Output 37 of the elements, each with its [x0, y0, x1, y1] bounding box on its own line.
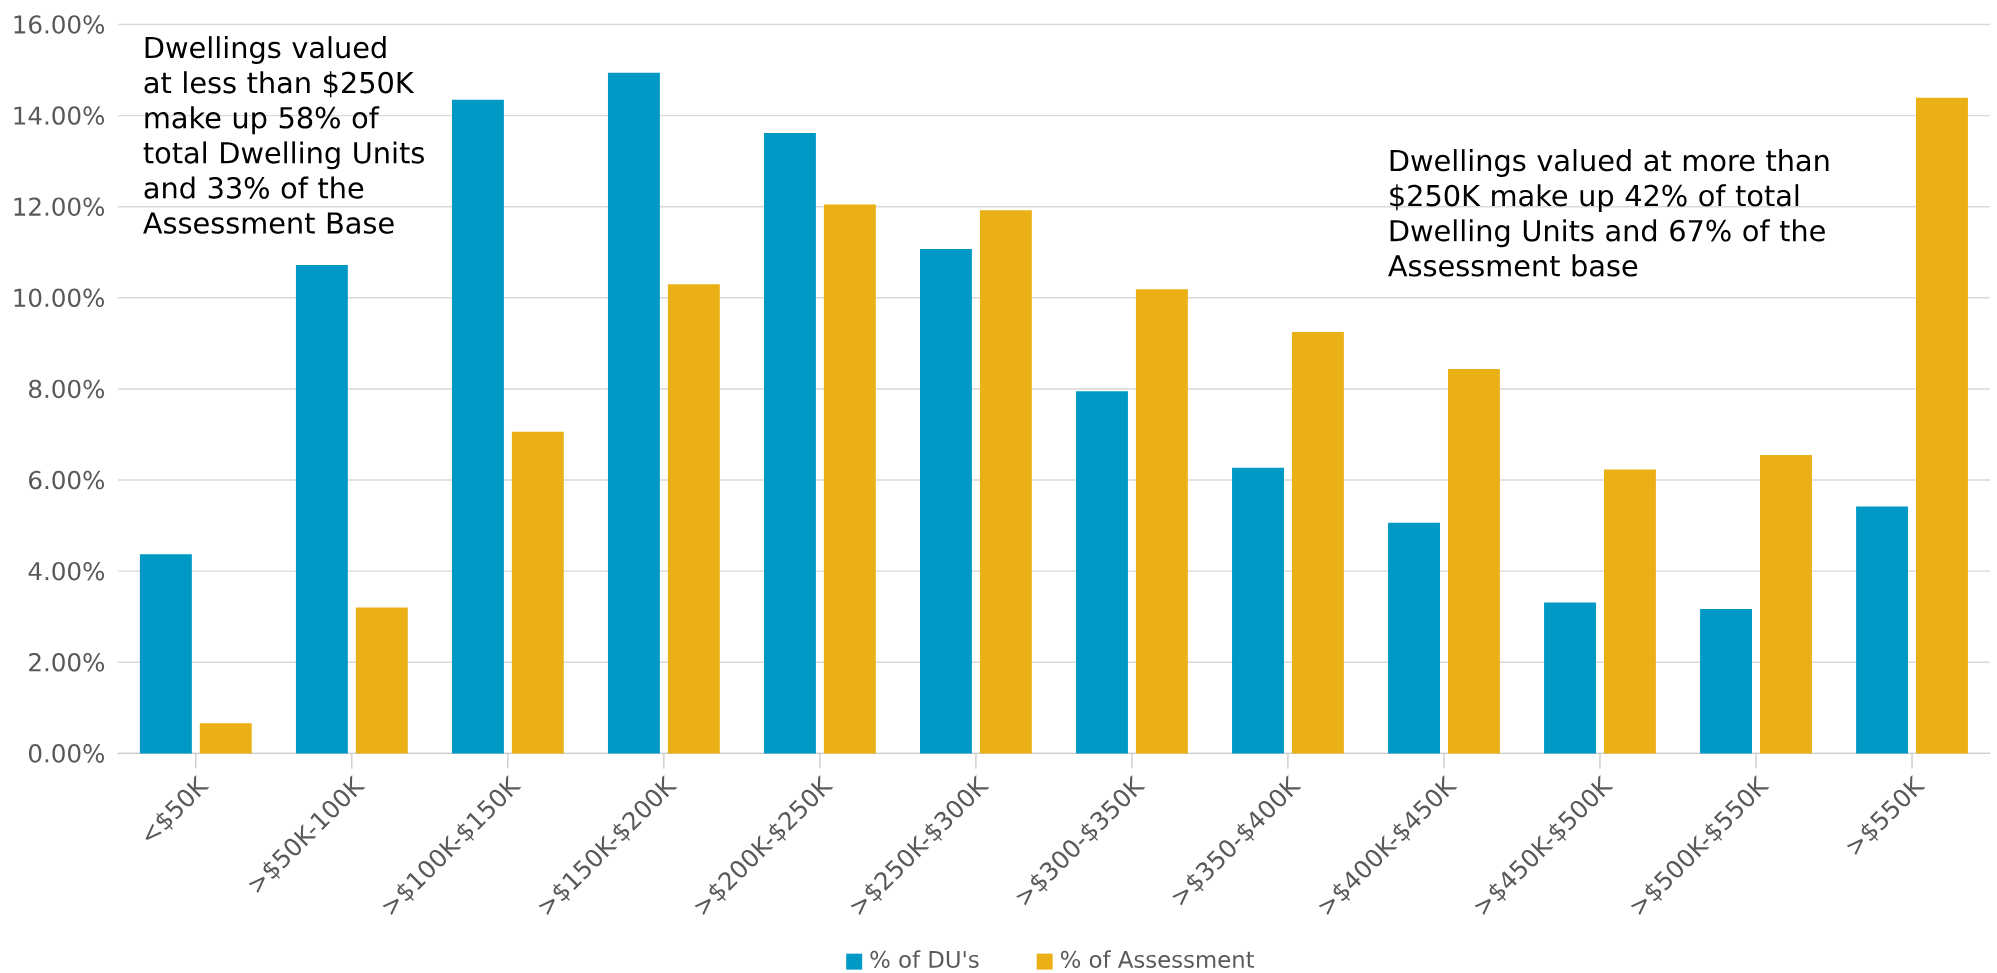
y-tick-label: 8.00% — [29, 379, 105, 399]
bar — [823, 204, 876, 754]
bar — [920, 249, 972, 754]
bar — [1232, 467, 1284, 754]
bar — [451, 99, 504, 754]
annotation: Dwellings valued at less than $250K make up 58% of total Dwelling Units and 33% of the Assessment Base — [143, 36, 424, 234]
bar — [295, 265, 348, 754]
annotation: Dwellings valued at more than $250K make up 42% of total Dwelling Units and 67% of the Assessment base — [1388, 149, 1829, 277]
bar — [1856, 506, 1909, 754]
bar — [1076, 391, 1128, 754]
bar — [1291, 331, 1344, 754]
y-tick-label: 12.00% — [14, 197, 105, 216]
y-tick-label: 0.00% — [28, 744, 105, 763]
bar — [1447, 368, 1500, 754]
bar — [763, 132, 816, 754]
y-tick-label: 10.00% — [14, 288, 105, 308]
legend-label: % of Assessment — [1060, 950, 1255, 968]
bar — [139, 554, 192, 754]
bar — [607, 72, 660, 754]
bar — [667, 284, 720, 754]
bar — [1544, 602, 1596, 754]
y-tick-label: 6.00% — [29, 470, 105, 490]
bar — [1700, 608, 1753, 754]
y-tick-label: 2.00% — [29, 652, 105, 672]
bar — [1760, 454, 1812, 754]
y-tick-label: 14.00% — [14, 106, 105, 125]
bar — [1916, 97, 1968, 754]
y-tick-label: 4.00% — [28, 561, 105, 581]
bar — [979, 210, 1032, 754]
bar — [1388, 522, 1440, 754]
bar — [1603, 469, 1656, 754]
bar — [355, 607, 408, 754]
legend-label: % of DU's — [870, 950, 979, 968]
bar — [199, 723, 252, 754]
bar — [511, 431, 564, 754]
bar — [1135, 289, 1188, 754]
y-tick-label: 16.00% — [14, 15, 105, 34]
